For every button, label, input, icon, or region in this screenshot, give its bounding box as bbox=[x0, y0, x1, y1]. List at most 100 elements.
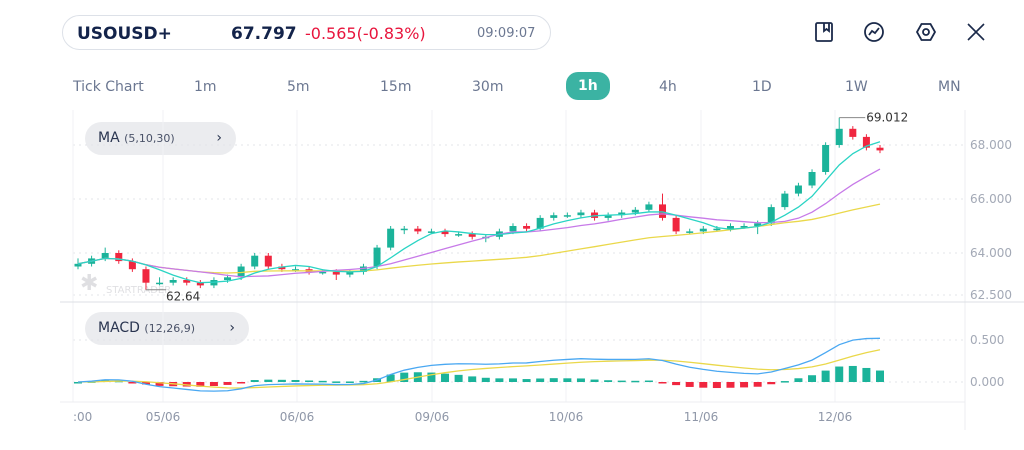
macd-histogram-bar bbox=[617, 380, 626, 383]
macd-histogram-bar bbox=[644, 380, 653, 383]
timeframe-15m[interactable]: 15m bbox=[380, 79, 412, 95]
low-price-label: 62.64 bbox=[166, 290, 200, 304]
macd-histogram-bar bbox=[277, 379, 286, 382]
macd-histogram-bar bbox=[495, 378, 504, 382]
candle bbox=[794, 182, 802, 197]
candle bbox=[142, 266, 150, 290]
timeframe-5m[interactable]: 5m bbox=[287, 79, 310, 95]
macd-histogram-bar bbox=[699, 382, 708, 388]
candle-body bbox=[441, 231, 449, 235]
macd-histogram-bar bbox=[780, 381, 789, 383]
indicator-icon[interactable] bbox=[862, 20, 886, 44]
candle-body bbox=[523, 226, 531, 229]
macd-histogram-bar bbox=[250, 380, 259, 382]
candle bbox=[196, 280, 204, 289]
timeframe-1d[interactable]: 1D bbox=[752, 79, 772, 95]
macd-histogram-bar bbox=[767, 382, 776, 385]
candle bbox=[577, 209, 585, 218]
candle bbox=[468, 231, 476, 240]
candle bbox=[523, 223, 531, 232]
candle-body bbox=[699, 228, 707, 232]
macd-histogram-bar bbox=[876, 370, 884, 382]
macd-histogram-bar bbox=[835, 366, 844, 382]
candle-body bbox=[672, 217, 680, 232]
macd-histogram-bar bbox=[359, 380, 368, 383]
ma-indicator-button[interactable]: MA (5,10,30) › bbox=[85, 122, 236, 155]
candle-body bbox=[862, 136, 870, 148]
watermark-text: STARTRADER bbox=[106, 285, 171, 296]
timeframe-mn[interactable]: MN bbox=[938, 79, 961, 95]
chevron-right-icon: › bbox=[216, 130, 222, 146]
candle-body bbox=[319, 271, 327, 274]
candle bbox=[414, 226, 422, 235]
candle-body bbox=[400, 228, 408, 231]
timeframe-1m[interactable]: 1m bbox=[194, 79, 217, 95]
macd-tick-label: 0.000 bbox=[970, 375, 1004, 389]
candle bbox=[686, 228, 694, 235]
macd-histogram-bar bbox=[549, 378, 558, 382]
macd-histogram-bar bbox=[400, 372, 409, 382]
candle bbox=[835, 117, 843, 148]
ma-params: (5,10,30) bbox=[124, 132, 175, 145]
macd-histogram-bar bbox=[196, 382, 205, 387]
macd-histogram-bar bbox=[209, 382, 218, 386]
ma10-line bbox=[77, 168, 881, 278]
timeframe-30m[interactable]: 30m bbox=[472, 79, 504, 95]
candle-body bbox=[631, 209, 639, 213]
macd-histogram-bar bbox=[155, 382, 164, 386]
candle-body bbox=[264, 255, 272, 267]
macd-panel bbox=[74, 337, 884, 392]
macd-histogram-bar bbox=[291, 379, 300, 382]
candle bbox=[862, 134, 870, 151]
ma30-line bbox=[77, 203, 881, 274]
candle-body bbox=[781, 193, 789, 208]
macd-histogram-bar bbox=[576, 378, 585, 382]
candle bbox=[373, 244, 381, 270]
timeframe-tick-chart[interactable]: Tick Chart bbox=[73, 79, 144, 95]
candle-body bbox=[156, 282, 164, 285]
macd-histogram-bar bbox=[441, 373, 450, 382]
candle bbox=[672, 215, 680, 235]
candle-body bbox=[740, 226, 748, 228]
symbol-header[interactable]: USOUSD+ 67.797 -0.565(-0.83%) 09:09:07 bbox=[62, 15, 551, 50]
macd-label: MACD bbox=[98, 320, 140, 336]
candle-body bbox=[713, 228, 721, 231]
macd-histogram-bar bbox=[536, 378, 545, 382]
candle bbox=[563, 212, 571, 218]
macd-indicator-button[interactable]: MACD (12,26,9) › bbox=[85, 312, 249, 345]
candle-body bbox=[332, 271, 340, 275]
candle-body bbox=[822, 145, 830, 172]
candle bbox=[156, 277, 164, 286]
macd-histogram-bar bbox=[672, 382, 681, 386]
candle-body bbox=[291, 269, 299, 271]
timeframe-1w[interactable]: 1W bbox=[845, 79, 868, 95]
settings-icon[interactable] bbox=[914, 20, 938, 44]
candle bbox=[659, 193, 667, 221]
candle bbox=[822, 142, 830, 175]
candle-body bbox=[74, 263, 82, 267]
macd-line bbox=[77, 337, 881, 392]
macd-histogram-bar bbox=[468, 376, 477, 382]
macd-histogram-bar bbox=[685, 382, 694, 387]
candle-body bbox=[196, 282, 204, 286]
candle bbox=[169, 277, 177, 286]
candle-body bbox=[536, 217, 544, 229]
date-tick-label: 12/06 bbox=[818, 410, 853, 424]
timeframe-4h[interactable]: 4h bbox=[659, 79, 677, 95]
current-price: 67.797 bbox=[231, 24, 297, 44]
close-icon[interactable] bbox=[964, 20, 988, 44]
candle bbox=[876, 145, 884, 154]
macd-histogram-bar bbox=[332, 381, 341, 383]
candle-body bbox=[767, 207, 775, 224]
date-tick-label: :00 bbox=[73, 410, 92, 424]
price-tick-label: 66.000 bbox=[970, 192, 1012, 206]
candle bbox=[400, 226, 408, 235]
candle-body bbox=[808, 172, 816, 186]
bookmark-icon[interactable] bbox=[812, 20, 836, 44]
candle bbox=[849, 126, 857, 140]
macd-histogram-bar bbox=[848, 365, 857, 382]
candle-body bbox=[645, 204, 653, 210]
timeframe-1h[interactable]: 1h bbox=[566, 72, 610, 100]
macd-histogram-bar bbox=[563, 378, 572, 382]
